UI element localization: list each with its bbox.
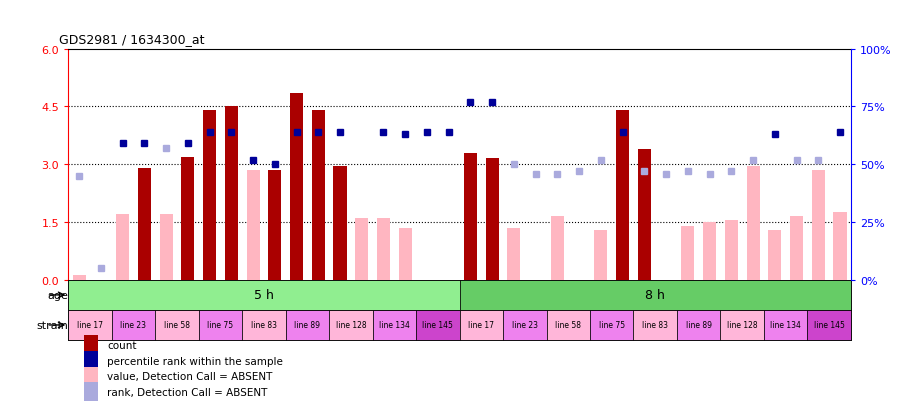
Bar (268, 171, 281, 280)
Bar (633, 310, 677, 340)
Text: 5 h: 5 h (254, 289, 274, 301)
Bar (616, 111, 629, 280)
Bar (84, 336, 98, 355)
Text: line 134: line 134 (379, 320, 410, 330)
Text: line 58: line 58 (164, 320, 190, 330)
Bar (377, 219, 390, 280)
Bar (812, 171, 824, 280)
Bar (268, 171, 281, 280)
Text: line 75: line 75 (207, 320, 234, 330)
Bar (68, 310, 112, 340)
Text: 8 h: 8 h (645, 289, 665, 301)
Bar (464, 153, 477, 280)
Text: line 83: line 83 (642, 320, 668, 330)
Bar (198, 310, 242, 340)
Text: line 23: line 23 (511, 320, 538, 330)
Bar (547, 310, 590, 340)
Bar (355, 219, 369, 280)
Bar (834, 213, 846, 280)
Text: percentile rank within the sample: percentile rank within the sample (107, 356, 283, 366)
Bar (703, 223, 716, 280)
Bar (399, 228, 411, 280)
Text: rank, Detection Call = ABSENT: rank, Detection Call = ABSENT (107, 387, 268, 397)
Bar (225, 107, 238, 280)
Text: count: count (107, 340, 136, 350)
Bar (460, 310, 503, 340)
Bar (677, 310, 721, 340)
Bar (638, 150, 651, 280)
Text: line 145: line 145 (422, 320, 453, 330)
Bar (724, 221, 738, 280)
Bar (416, 310, 460, 340)
Text: line 134: line 134 (770, 320, 801, 330)
Bar (84, 351, 98, 370)
Bar (763, 310, 807, 340)
Bar (486, 274, 499, 280)
Bar (84, 382, 98, 401)
Bar (460, 280, 851, 310)
Bar (247, 171, 259, 280)
Bar (116, 215, 129, 280)
Bar (807, 310, 851, 340)
Bar (159, 215, 173, 280)
Bar (551, 217, 564, 280)
Bar (312, 111, 325, 280)
Bar (84, 367, 98, 386)
Bar (286, 310, 329, 340)
Bar (203, 111, 216, 280)
Text: line 128: line 128 (336, 320, 366, 330)
Bar (486, 159, 499, 280)
Text: line 89: line 89 (294, 320, 320, 330)
Bar (372, 310, 416, 340)
Bar (73, 275, 86, 280)
Text: line 23: line 23 (120, 320, 147, 330)
Text: line 75: line 75 (599, 320, 625, 330)
Text: line 17: line 17 (77, 320, 103, 330)
Text: age: age (47, 290, 68, 300)
Bar (746, 167, 760, 280)
Bar (790, 217, 803, 280)
Bar (68, 280, 460, 310)
Bar (73, 275, 86, 280)
Text: GDS2981 / 1634300_at: GDS2981 / 1634300_at (59, 33, 205, 45)
Bar (242, 310, 286, 340)
Bar (682, 226, 694, 280)
Bar (333, 167, 347, 280)
Bar (594, 230, 607, 280)
Text: line 145: line 145 (814, 320, 844, 330)
Bar (768, 230, 782, 280)
Text: line 17: line 17 (469, 320, 494, 330)
Text: line 83: line 83 (251, 320, 277, 330)
Text: value, Detection Call = ABSENT: value, Detection Call = ABSENT (107, 371, 273, 381)
Text: line 128: line 128 (727, 320, 757, 330)
Bar (590, 310, 633, 340)
Bar (112, 310, 156, 340)
Bar (290, 94, 303, 280)
Bar (503, 310, 547, 340)
Text: line 89: line 89 (685, 320, 712, 330)
Bar (721, 310, 763, 340)
Text: line 58: line 58 (555, 320, 581, 330)
Bar (508, 228, 521, 280)
Bar (181, 157, 195, 280)
Text: strain: strain (36, 320, 68, 330)
Bar (156, 310, 198, 340)
Bar (329, 310, 372, 340)
Bar (137, 215, 151, 280)
Bar (137, 169, 151, 280)
